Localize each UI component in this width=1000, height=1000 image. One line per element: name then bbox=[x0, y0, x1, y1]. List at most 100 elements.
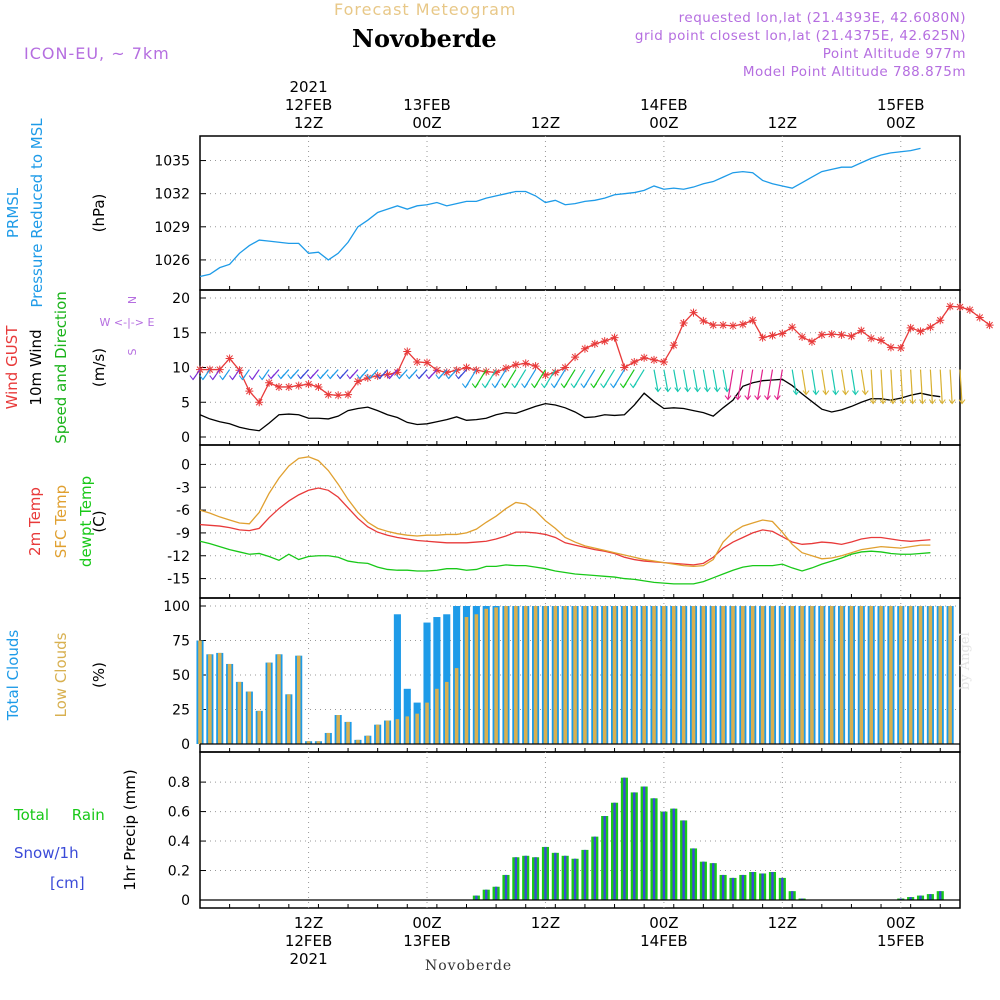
wind-arrowhead bbox=[713, 387, 721, 393]
wind-arrowhead bbox=[386, 374, 393, 380]
series-line-prmsl bbox=[199, 147, 921, 278]
series-line-10m-wind bbox=[199, 378, 941, 432]
wind-arrowhead bbox=[376, 374, 383, 380]
wind-arrowhead bbox=[744, 395, 752, 401]
wind-arrowhead bbox=[455, 374, 462, 380]
bar-snow bbox=[909, 897, 912, 900]
bar-low-clouds bbox=[346, 721, 350, 744]
time-label-bottom: 14FEB bbox=[640, 932, 687, 950]
wind-arrowhead bbox=[258, 375, 266, 381]
gust-marker bbox=[423, 358, 432, 367]
bar-low-clouds bbox=[948, 606, 952, 744]
bar-low-clouds bbox=[425, 702, 429, 744]
wind-arrowhead bbox=[590, 383, 598, 389]
bar-low-clouds bbox=[287, 694, 291, 744]
side-label: Pressure Reduced to MSL bbox=[28, 118, 46, 308]
ytick-label: -6 bbox=[176, 503, 190, 519]
time-label-bottom: 00Z bbox=[412, 914, 441, 932]
wind-arrowhead bbox=[832, 390, 840, 396]
side-label: Speed and Direction bbox=[52, 291, 70, 444]
bar-snow bbox=[672, 808, 675, 900]
model-point-altitude: Model Point Altitude 788.875m bbox=[742, 64, 966, 80]
ytick-label: -9 bbox=[176, 526, 190, 542]
wind-arrowhead bbox=[540, 383, 548, 389]
gust-marker bbox=[659, 357, 668, 366]
gust-marker bbox=[245, 387, 254, 396]
gust-marker bbox=[324, 390, 333, 399]
bar-low-clouds bbox=[681, 606, 686, 744]
gust-marker bbox=[728, 321, 737, 330]
time-label-top: 00Z bbox=[412, 114, 441, 132]
wind-arrow bbox=[737, 369, 744, 400]
bar-snow bbox=[642, 786, 646, 900]
wind-arrow bbox=[840, 369, 847, 395]
bar-low-clouds bbox=[908, 606, 913, 744]
bar-low-clouds bbox=[711, 606, 716, 744]
gust-marker bbox=[571, 353, 580, 362]
wind-arrowhead bbox=[861, 390, 869, 396]
gust-marker bbox=[501, 364, 510, 373]
wind-arrowhead bbox=[511, 383, 519, 389]
credit-watermark: by Angel bbox=[958, 632, 973, 690]
bar-low-clouds bbox=[257, 710, 261, 744]
side-label: SFC Temp bbox=[52, 485, 70, 558]
bar-low-clouds bbox=[553, 606, 558, 744]
wind-arrowhead bbox=[958, 399, 966, 405]
gust-marker bbox=[492, 368, 501, 377]
time-label-top: 12FEB bbox=[285, 96, 332, 114]
gust-marker bbox=[255, 398, 264, 407]
wind-arrow bbox=[850, 369, 857, 395]
bar-snow bbox=[662, 811, 666, 900]
wind-arrow bbox=[766, 369, 774, 400]
gust-marker bbox=[837, 330, 846, 339]
bar-low-clouds bbox=[652, 606, 656, 744]
bar-snow bbox=[593, 836, 596, 900]
wind-arrowhead bbox=[684, 387, 692, 393]
bar-low-clouds bbox=[928, 606, 933, 744]
bar-snow bbox=[623, 777, 626, 900]
wind-arrowhead bbox=[812, 390, 820, 396]
gust-marker bbox=[511, 360, 520, 369]
wind-arrowhead bbox=[445, 374, 453, 380]
side-label: Wind GUST bbox=[3, 325, 21, 410]
wind-arrowhead bbox=[889, 399, 897, 405]
time-label-top: 2021 bbox=[289, 78, 327, 96]
wind-arrowhead bbox=[277, 374, 285, 380]
bar-low-clouds bbox=[227, 663, 232, 744]
gust-marker bbox=[304, 380, 313, 389]
wind-arrowhead bbox=[928, 399, 936, 405]
bar-low-clouds bbox=[533, 606, 538, 744]
ytick-label: 75 bbox=[172, 634, 190, 650]
ytick-label: 1029 bbox=[154, 220, 190, 236]
series-line-sfc-temp bbox=[199, 456, 931, 568]
bar-snow bbox=[554, 852, 557, 900]
bar-low-clouds bbox=[750, 606, 755, 744]
wind-arrowhead bbox=[481, 383, 489, 389]
wind-arrow bbox=[939, 369, 943, 404]
time-label-bottom: 2021 bbox=[289, 950, 327, 968]
wind-arrowhead bbox=[619, 383, 627, 389]
wind-arrowhead bbox=[531, 383, 538, 389]
ytick-label: 10 bbox=[172, 361, 190, 377]
wind-arrow bbox=[673, 369, 679, 392]
bar-low-clouds bbox=[247, 691, 252, 744]
bar-low-clouds bbox=[435, 688, 439, 744]
bar-low-clouds bbox=[444, 681, 449, 744]
bar-low-clouds bbox=[504, 606, 508, 744]
wind-arrowhead bbox=[415, 374, 423, 380]
gust-marker bbox=[531, 362, 540, 371]
bar-snow bbox=[524, 855, 527, 900]
bar-low-clouds bbox=[494, 607, 498, 744]
bar-snow bbox=[564, 855, 567, 900]
gust-marker bbox=[462, 363, 471, 372]
bar-low-clouds bbox=[731, 606, 735, 744]
bar-low-clouds bbox=[356, 739, 360, 744]
gust-marker bbox=[709, 321, 718, 330]
gust-marker bbox=[886, 343, 895, 352]
panel-clouds: 0 25 50 75 100 Total Clouds Low Clouds (%) bbox=[4, 597, 961, 753]
side-label: Total Clouds bbox=[4, 630, 22, 722]
wind-arrowhead bbox=[654, 387, 662, 393]
bar-low-clouds bbox=[306, 741, 311, 744]
bar-snow bbox=[583, 849, 587, 900]
wind-arrowhead bbox=[287, 374, 295, 380]
